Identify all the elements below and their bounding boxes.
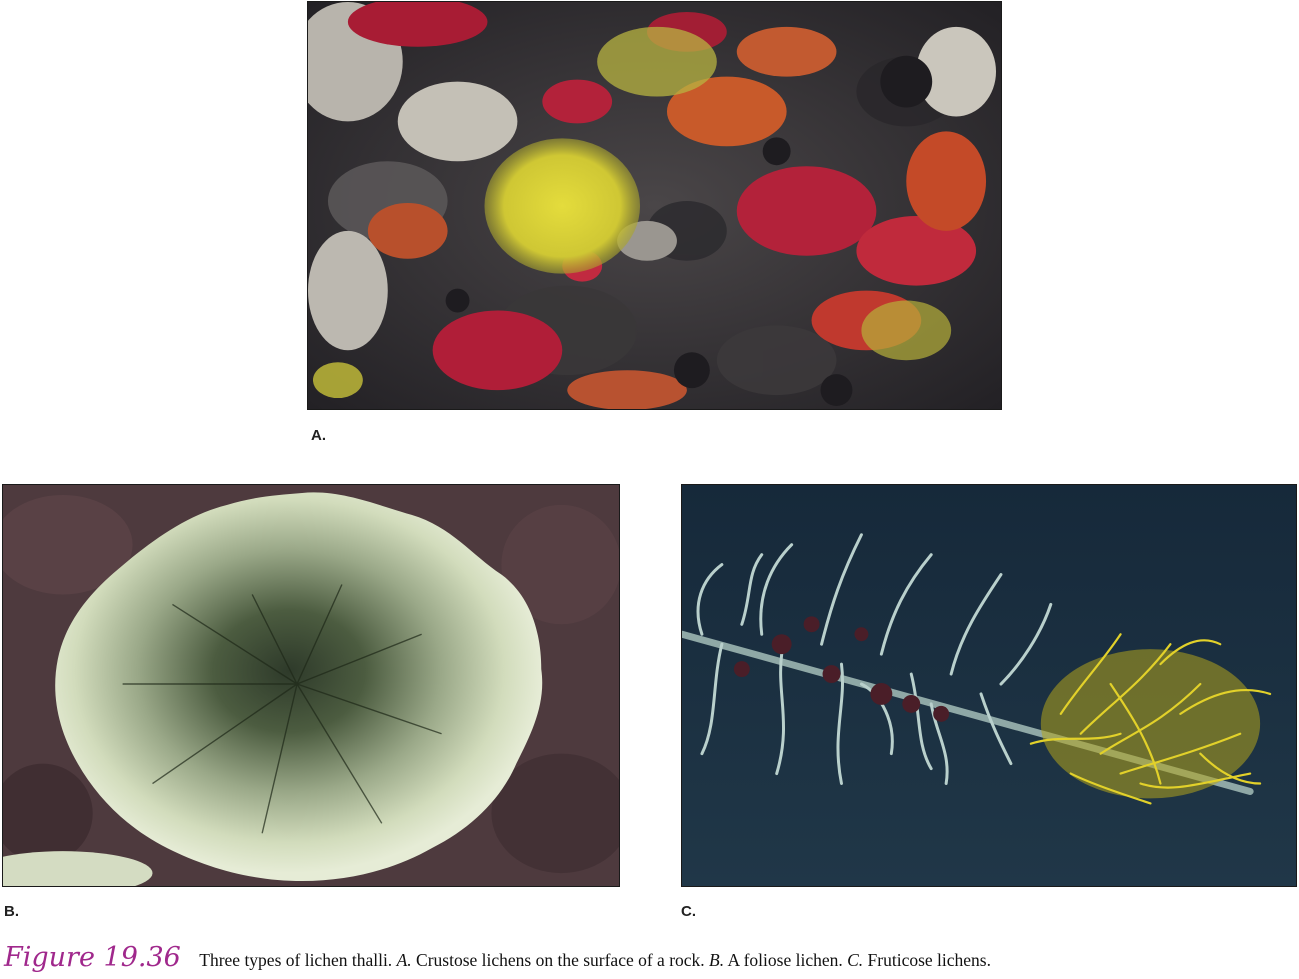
caption-b-tag: B. — [709, 950, 725, 970]
lower-lichen-fragment — [3, 851, 153, 886]
foliose-lichen-image — [3, 485, 619, 886]
caption-b-text: A foliose lichen. — [727, 950, 843, 970]
orange-lichen-patches — [367, 26, 987, 409]
caption-c-text: Fruticose lichens. — [867, 950, 991, 970]
red-lichen-patches — [347, 2, 977, 391]
panel-label-a: A. — [311, 427, 326, 444]
grey-lichen-patches — [308, 2, 997, 351]
caption-text: Three types of lichen thalli. A. Crustos… — [199, 950, 991, 970]
caption-a-text: Crustose lichens on the surface of a roc… — [416, 950, 705, 970]
yellow-fruticose-lichen — [1029, 633, 1272, 805]
rock-speckle — [3, 494, 619, 874]
figure-number: Figure 19.36 — [4, 942, 181, 973]
photo-fruticose-lichens — [681, 484, 1297, 887]
fruticose-lichen-image — [682, 485, 1296, 886]
grey-green-fruticose-lichen — [696, 533, 1053, 786]
panel-label-c: C. — [681, 903, 696, 920]
crustose-lichen-image — [308, 2, 1001, 409]
caption-intro: Three types of lichen thalli. — [199, 950, 393, 970]
photo-foliose-lichen — [2, 484, 620, 887]
caption-c-tag: C. — [847, 950, 864, 970]
dark-rock-bumps — [445, 55, 933, 407]
caption-a-tag: A. — [396, 950, 412, 970]
lobe-cracks — [122, 584, 442, 834]
photo-crustose-lichens — [307, 1, 1002, 410]
figure-caption: Figure 19.36 Three types of lichen thall… — [4, 942, 991, 973]
dark-apothecia — [733, 616, 950, 722]
panel-label-b: B. — [4, 903, 19, 920]
yellow-lichen-patches — [312, 26, 952, 399]
